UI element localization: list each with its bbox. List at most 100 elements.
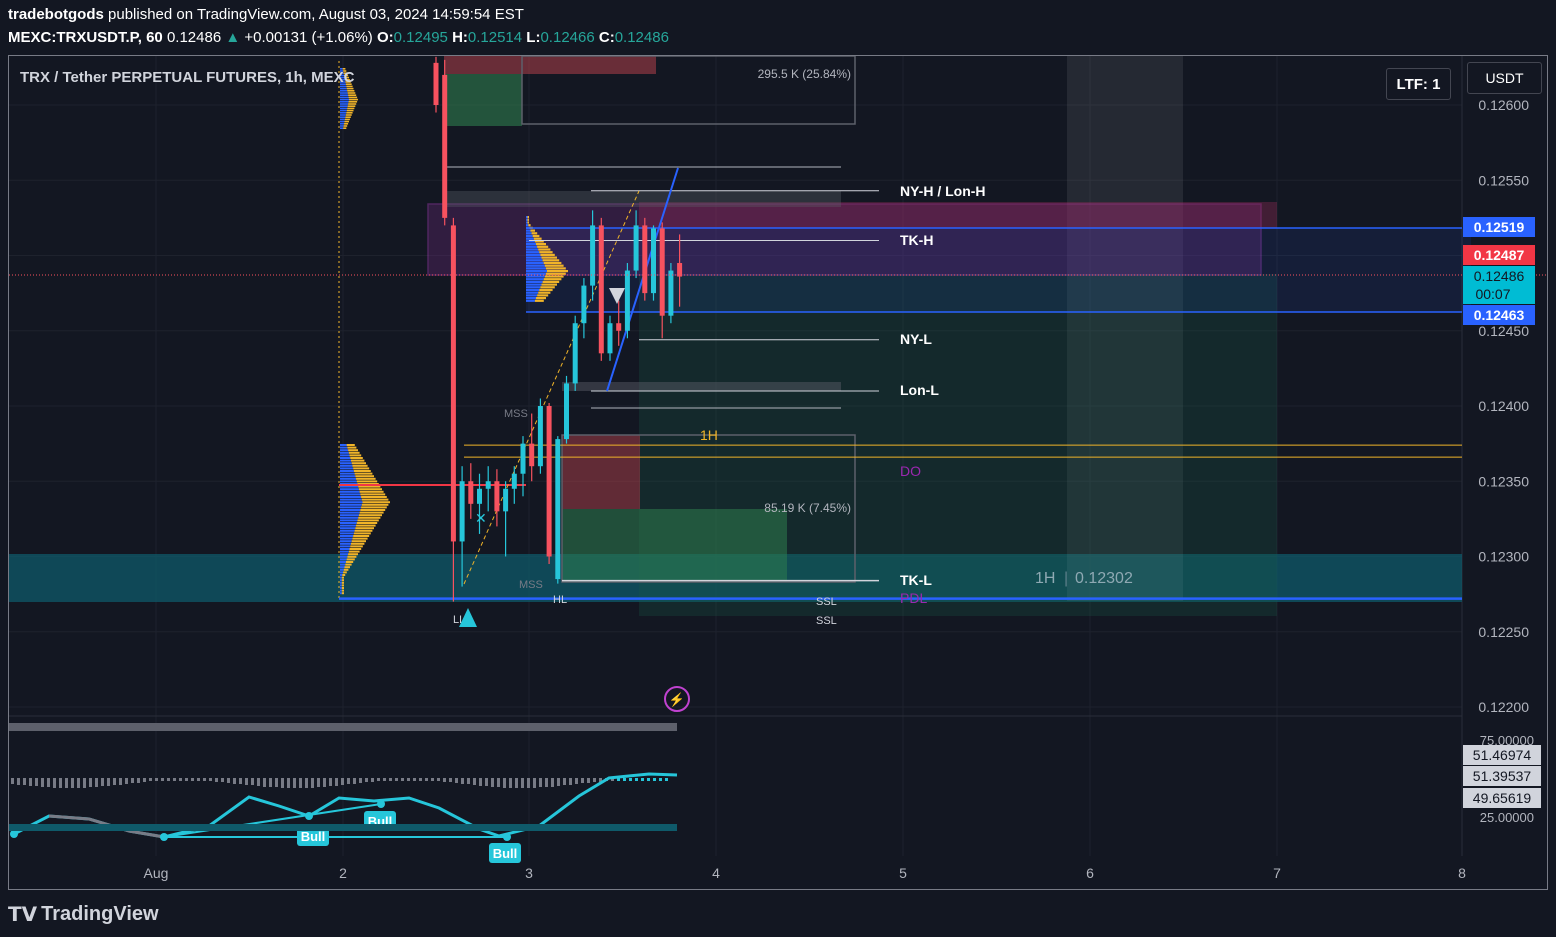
candle[interactable] bbox=[572, 315, 578, 391]
profile-bar bbox=[340, 125, 344, 127]
profile-bar bbox=[356, 522, 378, 524]
osc-pivot-dot bbox=[160, 833, 168, 841]
osc-hist-bar bbox=[275, 778, 278, 787]
candle[interactable] bbox=[598, 217, 604, 361]
osc-hist-bar bbox=[665, 778, 668, 781]
profile-bar bbox=[340, 537, 353, 540]
candle[interactable] bbox=[668, 263, 674, 324]
candles[interactable] bbox=[433, 56, 683, 602]
candle[interactable] bbox=[616, 300, 622, 346]
candle[interactable] bbox=[442, 59, 448, 226]
candle[interactable] bbox=[494, 469, 500, 527]
candle[interactable] bbox=[537, 398, 543, 474]
profile-bar bbox=[340, 516, 359, 519]
price-chart[interactable]: 295.5 K (25.84%) 85.19 K (7.45%) NY-H / … bbox=[9, 56, 1548, 890]
candle[interactable] bbox=[459, 466, 465, 587]
profile-bar bbox=[340, 496, 362, 498]
profile-bar bbox=[340, 87, 347, 90]
grid-lines bbox=[9, 56, 1463, 856]
time-axis[interactable]: Aug 2 3 4 5 6 7 8 bbox=[144, 865, 1467, 881]
candle[interactable] bbox=[659, 222, 665, 339]
osc-hist-bar bbox=[623, 778, 626, 781]
close-label: C: bbox=[598, 29, 615, 46]
profile-bar bbox=[345, 563, 352, 566]
candle[interactable] bbox=[607, 315, 613, 361]
high-value: 0.12514 bbox=[467, 29, 523, 46]
osc-hist-bar bbox=[611, 778, 614, 781]
candle[interactable] bbox=[468, 463, 474, 519]
candle[interactable] bbox=[677, 234, 683, 307]
osc-hist-bar bbox=[299, 778, 302, 788]
profile-bar bbox=[526, 275, 545, 278]
currency-button[interactable]: USDT bbox=[1467, 62, 1542, 94]
tradingview-logo[interactable]: 𝗧𝗩 TradingView bbox=[8, 903, 159, 926]
osc-hist-bar bbox=[197, 778, 200, 781]
osc-hist-bar bbox=[479, 778, 482, 786]
candle[interactable] bbox=[546, 402, 552, 565]
badge-upper-blue: 0.12519 bbox=[1463, 217, 1535, 237]
profile-bar bbox=[340, 96, 349, 99]
ltf-button[interactable]: LTF: 1 bbox=[1386, 68, 1451, 100]
candle[interactable] bbox=[485, 466, 491, 512]
osc-hist-bar bbox=[131, 778, 134, 783]
chart-panel[interactable]: 295.5 K (25.84%) 85.19 K (7.45%) NY-H / … bbox=[8, 55, 1548, 890]
candle[interactable] bbox=[581, 278, 587, 339]
profile-bar bbox=[358, 516, 381, 519]
candle[interactable] bbox=[511, 466, 517, 504]
osc-hist-bar bbox=[425, 778, 428, 781]
candle[interactable] bbox=[633, 210, 639, 279]
publish-date: published on TradingView.com, August 03,… bbox=[108, 6, 524, 23]
candle[interactable] bbox=[555, 436, 561, 584]
profile-bar bbox=[545, 267, 566, 270]
price-tick-label: 0.12250 bbox=[1478, 624, 1529, 640]
profile-bar bbox=[340, 550, 349, 553]
osc-badge-1: 51.46974 bbox=[1463, 745, 1541, 765]
candle[interactable] bbox=[433, 56, 439, 113]
profile-bar bbox=[341, 587, 344, 589]
candle[interactable] bbox=[651, 225, 656, 301]
profile-bar bbox=[353, 535, 370, 537]
candle[interactable] bbox=[450, 217, 456, 602]
osc-hist-bar bbox=[455, 778, 458, 783]
candle[interactable] bbox=[642, 217, 648, 301]
osc-hist-bar bbox=[653, 778, 656, 781]
osc-hist-bar bbox=[11, 778, 14, 784]
candle[interactable] bbox=[564, 375, 569, 444]
osc-hist-bar bbox=[53, 778, 56, 788]
profile-bar bbox=[533, 237, 542, 240]
profile-bar bbox=[340, 83, 346, 85]
svg-text:51.39537: 51.39537 bbox=[1473, 768, 1532, 784]
profile-bar bbox=[340, 85, 347, 88]
profile-bar bbox=[340, 524, 357, 527]
time-tick-label: 6 bbox=[1086, 865, 1094, 881]
candle[interactable] bbox=[503, 481, 509, 557]
profile-bar bbox=[526, 248, 539, 251]
lightning-icon[interactable]: ⚡ bbox=[664, 686, 690, 712]
profile-bar bbox=[527, 218, 529, 221]
profile-bar bbox=[340, 574, 343, 576]
osc-badge-3: 49.65619 bbox=[1463, 788, 1541, 808]
profile-bar bbox=[362, 501, 390, 504]
osc-hist-bar bbox=[551, 778, 554, 787]
profile-bar bbox=[542, 280, 560, 283]
profile-bar bbox=[348, 449, 358, 452]
candle[interactable] bbox=[529, 413, 535, 482]
profile-bar bbox=[352, 464, 368, 467]
candle[interactable] bbox=[624, 263, 630, 339]
candle[interactable] bbox=[590, 210, 596, 301]
price-axis[interactable]: 0.126000.125500.125000.124500.124000.123… bbox=[1478, 97, 1529, 715]
candle[interactable] bbox=[520, 436, 526, 497]
profile-bar bbox=[537, 245, 549, 248]
osc-hist-bar bbox=[347, 778, 350, 784]
do-label: DO bbox=[900, 463, 921, 479]
profile-bar bbox=[539, 288, 553, 292]
osc-pivot-dot bbox=[377, 800, 385, 808]
profile-bar bbox=[353, 470, 371, 472]
profile-bar bbox=[360, 493, 386, 496]
author-name[interactable]: tradebotgods bbox=[8, 6, 104, 23]
price-tick-label: 0.12550 bbox=[1478, 172, 1529, 188]
candle[interactable] bbox=[477, 473, 482, 534]
osc-hist-bar bbox=[437, 778, 440, 781]
profile-bar bbox=[534, 299, 544, 302]
